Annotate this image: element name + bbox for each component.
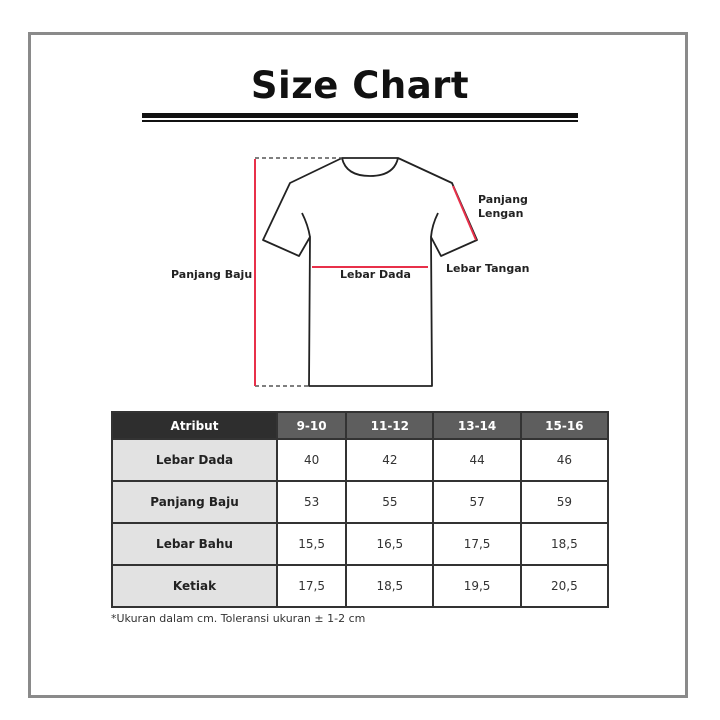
- frame-border: [28, 32, 688, 698]
- value-cell: 57: [432, 480, 522, 524]
- attr-cell: Ketiak: [111, 564, 278, 608]
- label-panjang-lengan-1: Panjang: [478, 193, 528, 206]
- table-row: Panjang Baju 53 55 57 59: [111, 480, 610, 524]
- value-cell: 59: [519, 480, 610, 524]
- value-cell: 55: [345, 480, 435, 524]
- table-row: Ketiak 17,5 18,5 19,5 20,5: [111, 564, 610, 608]
- tshirt-collar: [341, 157, 399, 177]
- value-cell: 20,5: [519, 564, 610, 608]
- footnote: *Ukuran dalam cm. Toleransi ukuran ± 1-2…: [111, 612, 366, 625]
- value-cell: 40: [275, 438, 348, 482]
- sleeve-measure-line: [452, 185, 477, 241]
- value-cell: 17,5: [275, 564, 348, 608]
- title-divider-thin: [142, 120, 578, 122]
- size-table: Atribut 9-10 11-12 13-14 15-16 Lebar Dad…: [111, 411, 610, 608]
- attr-cell: Panjang Baju: [111, 480, 278, 524]
- value-cell: 18,5: [345, 564, 435, 608]
- header-cell: 11-12: [345, 411, 435, 440]
- label-lebar-tangan: Lebar Tangan: [446, 262, 530, 275]
- value-cell: 42: [345, 438, 435, 482]
- tshirt-left-arm-seam: [301, 212, 311, 238]
- label-panjang-lengan-2: Lengan: [478, 207, 524, 220]
- table-header-row: Atribut 9-10 11-12 13-14 15-16: [111, 411, 610, 440]
- value-cell: 15,5: [275, 522, 348, 566]
- header-cell: 15-16: [519, 411, 610, 440]
- value-cell: 44: [432, 438, 522, 482]
- tshirt-right-arm-seam: [430, 212, 439, 238]
- tshirt-outline: [262, 157, 478, 387]
- value-cell: 16,5: [345, 522, 435, 566]
- header-cell: 9-10: [275, 411, 348, 440]
- attr-cell: Lebar Bahu: [111, 522, 278, 566]
- table-row: Lebar Dada 40 42 44 46: [111, 438, 610, 482]
- value-cell: 17,5: [432, 522, 522, 566]
- page-title: Size Chart: [250, 64, 470, 107]
- header-cell: Atribut: [111, 411, 278, 440]
- attr-cell: Lebar Dada: [111, 438, 278, 482]
- title-divider-thick: [142, 113, 578, 118]
- label-panjang-baju: Panjang Baju: [171, 268, 253, 281]
- value-cell: 18,5: [519, 522, 610, 566]
- value-cell: 53: [275, 480, 348, 524]
- label-lebar-dada: Lebar Dada: [340, 268, 411, 281]
- value-cell: 46: [519, 438, 610, 482]
- table-row: Lebar Bahu 15,5 16,5 17,5 18,5: [111, 522, 610, 566]
- header-cell: 13-14: [432, 411, 522, 440]
- value-cell: 19,5: [432, 564, 522, 608]
